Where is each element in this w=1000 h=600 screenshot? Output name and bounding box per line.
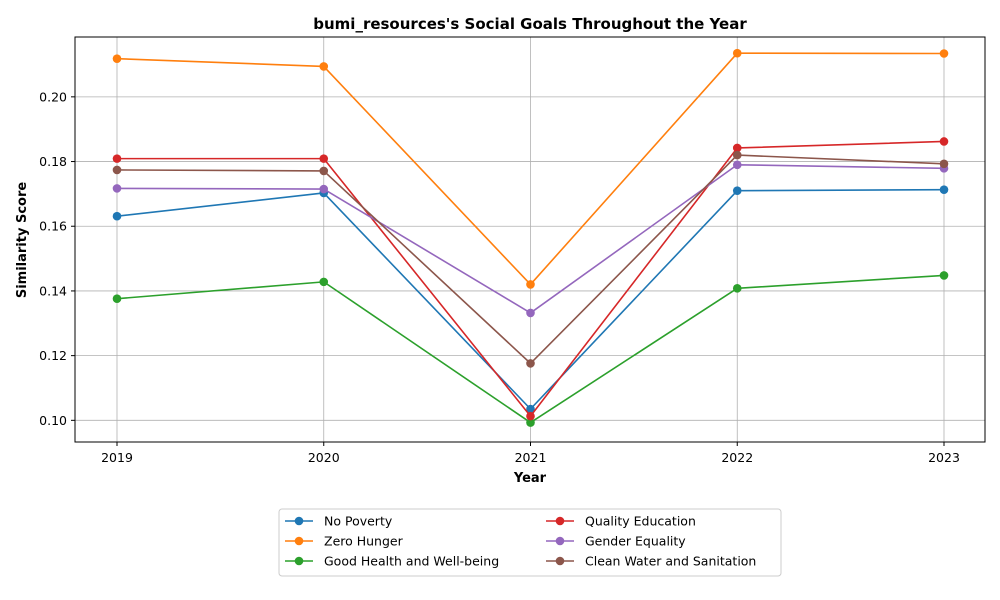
legend-marker bbox=[294, 516, 304, 526]
legend-entry: Clean Water and Sanitation bbox=[546, 554, 756, 569]
data-point bbox=[526, 404, 535, 414]
x-axis-ticks: 2019 2020 2021 2022 2023 bbox=[101, 442, 960, 465]
x-tick-label: 2020 bbox=[308, 450, 340, 465]
legend-entry: Quality Education bbox=[546, 514, 696, 529]
data-point bbox=[939, 185, 949, 194]
series-group bbox=[112, 150, 949, 368]
data-point bbox=[732, 150, 742, 160]
y-tick-label: 0.16 bbox=[39, 219, 67, 234]
legend-marker bbox=[294, 536, 304, 546]
data-point bbox=[112, 154, 122, 163]
data-point bbox=[939, 159, 949, 169]
series-layer bbox=[112, 48, 949, 427]
y-axis-ticks: 0.10 0.12 0.14 0.16 0.18 0.20 bbox=[39, 89, 75, 428]
data-point bbox=[319, 62, 329, 71]
y-tick-label: 0.18 bbox=[39, 154, 67, 169]
data-point bbox=[732, 160, 742, 170]
legend-box bbox=[278, 508, 782, 577]
data-point bbox=[319, 184, 329, 194]
legend-marker bbox=[555, 556, 565, 566]
legend-entry: Gender Equality bbox=[546, 534, 686, 549]
x-tick-label: 2023 bbox=[928, 450, 960, 465]
data-point bbox=[112, 184, 122, 193]
plot-frame bbox=[74, 36, 986, 443]
data-point bbox=[732, 284, 742, 293]
legend-label: Clean Water and Sanitation bbox=[585, 554, 756, 569]
grid-layer bbox=[75, 37, 985, 442]
data-point bbox=[732, 186, 742, 195]
series-group bbox=[112, 185, 949, 414]
legend-entry: Zero Hunger bbox=[285, 534, 404, 549]
data-point bbox=[526, 280, 535, 289]
data-point bbox=[112, 165, 122, 175]
data-point bbox=[112, 294, 122, 303]
legend-entry: No Poverty bbox=[285, 514, 393, 529]
series-group bbox=[112, 160, 949, 318]
data-point bbox=[319, 277, 329, 287]
data-point bbox=[526, 411, 535, 421]
data-point bbox=[732, 143, 742, 153]
series-group bbox=[112, 48, 949, 289]
legend-marker bbox=[294, 556, 304, 566]
legend: No Poverty Zero Hunger Good Health and Wel… bbox=[278, 508, 782, 577]
legend-label: Gender Equality bbox=[585, 534, 686, 549]
data-point bbox=[939, 137, 949, 146]
legend-label: Good Health and Well-being bbox=[324, 554, 499, 569]
data-point bbox=[112, 54, 122, 63]
legend-entry: Good Health and Well-being bbox=[285, 554, 499, 569]
legend-marker bbox=[555, 516, 565, 526]
series-group bbox=[112, 271, 949, 427]
x-tick-label: 2021 bbox=[515, 450, 547, 465]
data-point bbox=[939, 271, 949, 280]
legend-marker bbox=[555, 536, 565, 546]
y-tick-label: 0.20 bbox=[39, 89, 67, 104]
data-point bbox=[112, 211, 122, 221]
y-tick-label: 0.10 bbox=[39, 413, 67, 428]
series-group bbox=[112, 137, 949, 421]
data-point bbox=[526, 359, 535, 368]
legend-label: Quality Education bbox=[585, 514, 696, 529]
data-point bbox=[319, 154, 329, 163]
y-tick-label: 0.14 bbox=[39, 283, 67, 298]
x-axis-label: Year bbox=[513, 471, 547, 486]
data-point bbox=[319, 166, 329, 176]
data-point bbox=[526, 308, 535, 318]
chart-title: bumi_resources's Social Goals Throughout… bbox=[313, 15, 747, 33]
legend-label: No Poverty bbox=[324, 514, 393, 529]
data-point bbox=[732, 48, 742, 58]
legend-label: Zero Hunger bbox=[324, 534, 404, 549]
data-point bbox=[526, 418, 535, 427]
y-axis-label: Similarity Score bbox=[15, 182, 30, 299]
x-tick-label: 2019 bbox=[101, 450, 133, 465]
y-tick-label: 0.12 bbox=[39, 348, 67, 363]
x-tick-label: 2022 bbox=[721, 450, 753, 465]
data-point bbox=[939, 49, 949, 58]
